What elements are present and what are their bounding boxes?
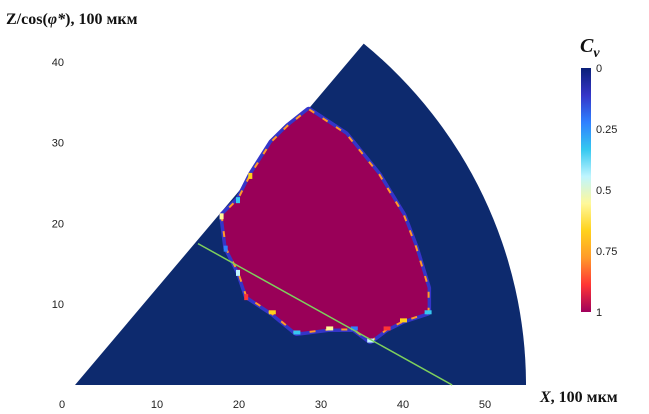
y-tick-label: 10	[52, 299, 64, 311]
colorbar-tick-label: 0.25	[596, 124, 617, 136]
x-tick-label: 0	[59, 399, 65, 411]
boundary-fragment	[244, 294, 249, 301]
y-tick-label: 30	[52, 138, 64, 150]
x-tick-labels: 0 10 20 30 40 50	[59, 399, 491, 411]
boundary-fragment	[236, 269, 240, 276]
colorbar-tick-labels: 0 0.25 0.5 0.75 1	[596, 63, 617, 319]
boundary-fragment	[367, 338, 375, 343]
y-tick-labels: 10 20 30 40	[52, 57, 64, 311]
x-tick-label: 40	[397, 399, 409, 411]
x-axis-label-unit: , 100 мкм	[551, 389, 618, 406]
colorbar-tick-label: 0.5	[596, 185, 611, 197]
colorbar-tick-label: 0	[596, 63, 602, 75]
boundary-fragment	[383, 326, 391, 331]
y-tick-label: 20	[52, 218, 64, 230]
colorbar-title: Cv	[580, 35, 600, 61]
x-axis-label-symbol: X	[539, 389, 551, 406]
colorbar-tick-label: 1	[596, 307, 602, 319]
colorbar	[581, 68, 591, 312]
y-axis-label-symbol: φ*	[48, 11, 66, 28]
x-tick-label: 50	[479, 399, 491, 411]
y-axis-label-suffix: ), 100 мкм	[65, 11, 137, 28]
x-axis-label: X, 100 мкм	[539, 389, 618, 406]
boundary-fragment	[350, 326, 358, 331]
colorbar-title-subscript: v	[593, 46, 600, 61]
x-tick-label: 10	[151, 399, 163, 411]
boundary-fragment	[236, 197, 240, 204]
boundary-fragment	[400, 318, 407, 323]
inner-region	[222, 110, 428, 341]
y-axis-label-prefix: Z/cos(	[6, 11, 48, 28]
boundary-fragment	[223, 245, 228, 252]
y-tick-label: 40	[52, 57, 64, 69]
plot-area	[75, 43, 526, 386]
boundary-fragment	[219, 213, 224, 220]
colorbar-title-symbol: C	[580, 35, 594, 57]
x-tick-label: 20	[233, 399, 245, 411]
colorbar-tick-label: 0.75	[596, 246, 617, 258]
boundary-fragment	[326, 326, 334, 331]
boundary-fragment	[293, 330, 301, 335]
x-tick-label: 30	[315, 399, 327, 411]
boundary-fragment	[424, 310, 432, 315]
boundary-fragment	[248, 172, 253, 179]
green-line	[197, 242, 453, 386]
y-axis-label: Z/cos(φ*), 100 мкм	[6, 11, 138, 28]
boundary-fragment	[268, 310, 276, 315]
